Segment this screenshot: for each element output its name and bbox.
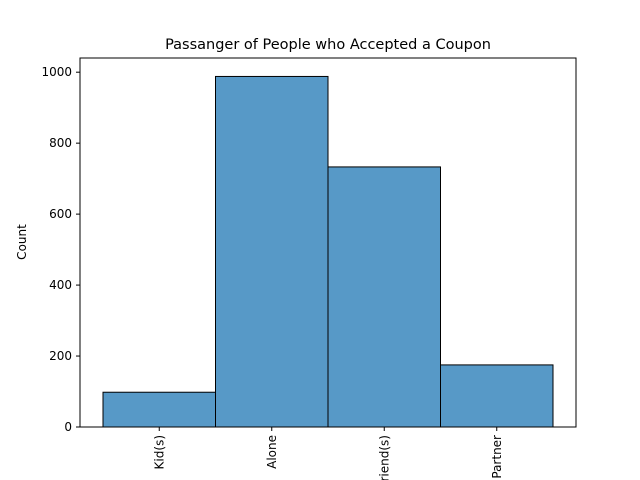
y-tick-label: 0: [64, 420, 72, 434]
plot-frame: [79, 57, 577, 428]
chart-title: Passanger of People who Accepted a Coupo…: [165, 37, 491, 53]
bar-kid-s: [102, 391, 216, 428]
x-tick-label: Friend(s): [377, 435, 391, 480]
x-tick-label: Partner: [490, 435, 504, 479]
bar-partner: [440, 364, 554, 428]
y-tick-label: 600: [49, 207, 72, 221]
x-axis: Kid(s) Alone Friend(s) Partner: [152, 427, 504, 480]
y-axis: 0 200 400 600 800 1000: [41, 65, 80, 434]
x-tick-label: Alone: [265, 435, 279, 469]
bars-group: [102, 75, 554, 428]
y-tick-label: 400: [49, 278, 72, 292]
bar-alone: [215, 75, 329, 428]
y-tick-label: 200: [49, 349, 72, 363]
y-tick-label: 1000: [41, 65, 72, 79]
bar-friend-s: [327, 166, 441, 428]
y-axis-label: Count: [15, 224, 29, 260]
x-tick-label: Kid(s): [152, 435, 166, 469]
y-tick-label: 800: [49, 136, 72, 150]
